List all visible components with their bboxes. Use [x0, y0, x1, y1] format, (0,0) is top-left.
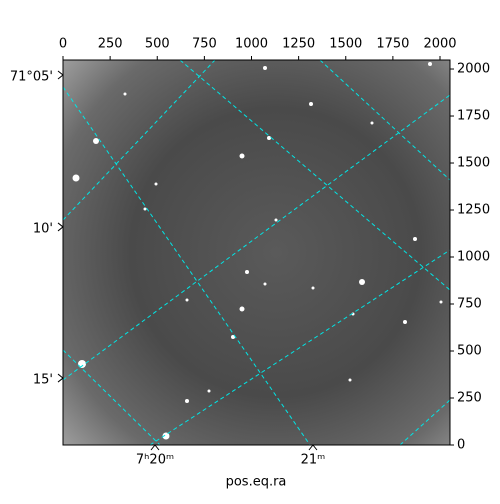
top-tick-label: 1500	[329, 37, 362, 52]
right-tick-label: 2000	[457, 62, 490, 77]
grid-line	[319, 60, 450, 181]
top-tick-label: 1250	[282, 37, 315, 52]
left-tick-label: 10'	[33, 221, 53, 236]
right-tick-label: 1750	[457, 109, 490, 124]
right-tick-label: 1000	[457, 250, 490, 265]
left-tick-label: 71°05'	[10, 70, 53, 85]
tick-mark	[150, 444, 160, 451]
tick-mark	[57, 373, 64, 383]
grid-line	[149, 249, 450, 445]
bottom-tick-label: 7ʰ20ᵐ	[136, 453, 174, 468]
top-tick-label: 0	[59, 37, 67, 52]
tick-mark	[57, 70, 64, 80]
right-tick-label: 1250	[457, 203, 490, 218]
right-tick-label: 750	[457, 297, 482, 312]
right-tick-label: 1500	[457, 156, 490, 171]
grid-line	[63, 86, 311, 445]
right-tick-label: 250	[457, 391, 482, 406]
top-tick-label: 1750	[376, 37, 409, 52]
coordinate-grid	[63, 60, 450, 445]
axes-frame	[62, 59, 451, 446]
top-tick-label: 2000	[423, 37, 456, 52]
sky-image	[63, 60, 450, 445]
right-tick-label: 0	[457, 438, 465, 453]
bottom-tick-label: 21ᵐ	[301, 453, 326, 468]
tick-mark	[308, 444, 318, 451]
left-tick-label: 15'	[33, 373, 53, 388]
right-tick-label: 500	[457, 344, 482, 359]
grid-line	[63, 60, 216, 221]
top-tick-label: 250	[98, 37, 123, 52]
grid-line	[179, 60, 450, 291]
grid-line	[63, 349, 161, 445]
top-tick-label: 1000	[235, 37, 268, 52]
x-axis-label: pos.eq.ra	[226, 475, 287, 490]
grid-line	[399, 399, 450, 445]
tick-mark	[57, 222, 64, 232]
top-tick-label: 500	[145, 37, 170, 52]
top-tick-label: 750	[192, 37, 217, 52]
grid-line	[63, 94, 450, 381]
